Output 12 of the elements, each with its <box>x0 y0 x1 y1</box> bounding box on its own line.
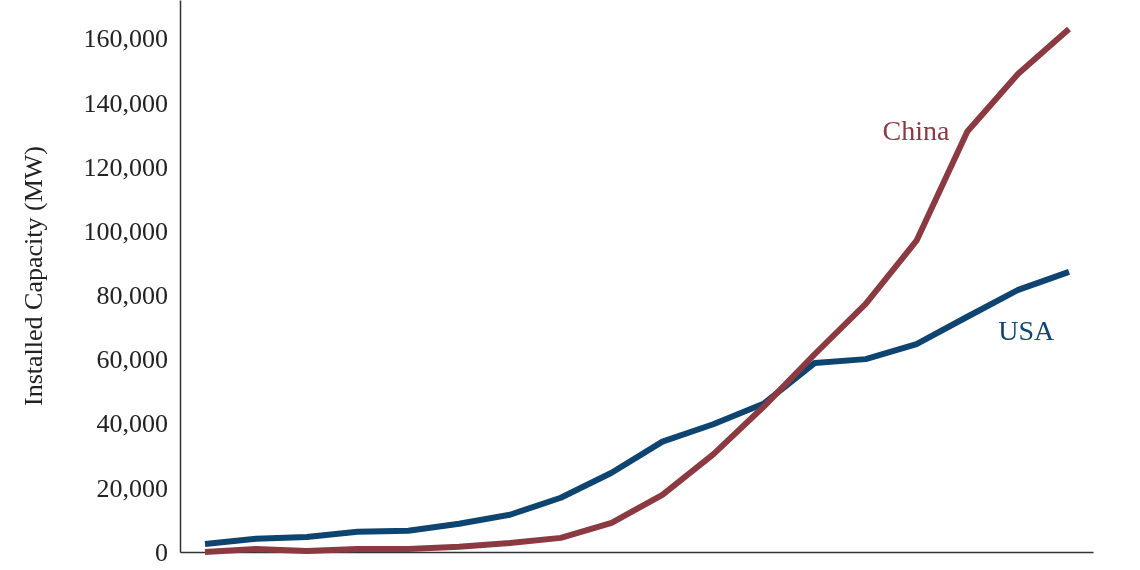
y-tick-label: 120,000 <box>83 152 168 182</box>
series-label: USA <box>998 314 1055 346</box>
y-tick-label: 80,000 <box>96 281 168 311</box>
y-tick-label: 20,000 <box>96 473 168 503</box>
y-axis-title: Installed Capacity (MW) <box>19 146 48 406</box>
y-tick-label: 100,000 <box>83 216 168 246</box>
y-tick-label: 40,000 <box>96 409 168 439</box>
y-tick-label: 0 <box>155 537 168 567</box>
y-tick-label: 140,000 <box>83 88 168 118</box>
y-tick-label: 60,000 <box>96 345 168 375</box>
y-tick-label: 160,000 <box>83 24 168 54</box>
series-label: China <box>882 114 950 146</box>
